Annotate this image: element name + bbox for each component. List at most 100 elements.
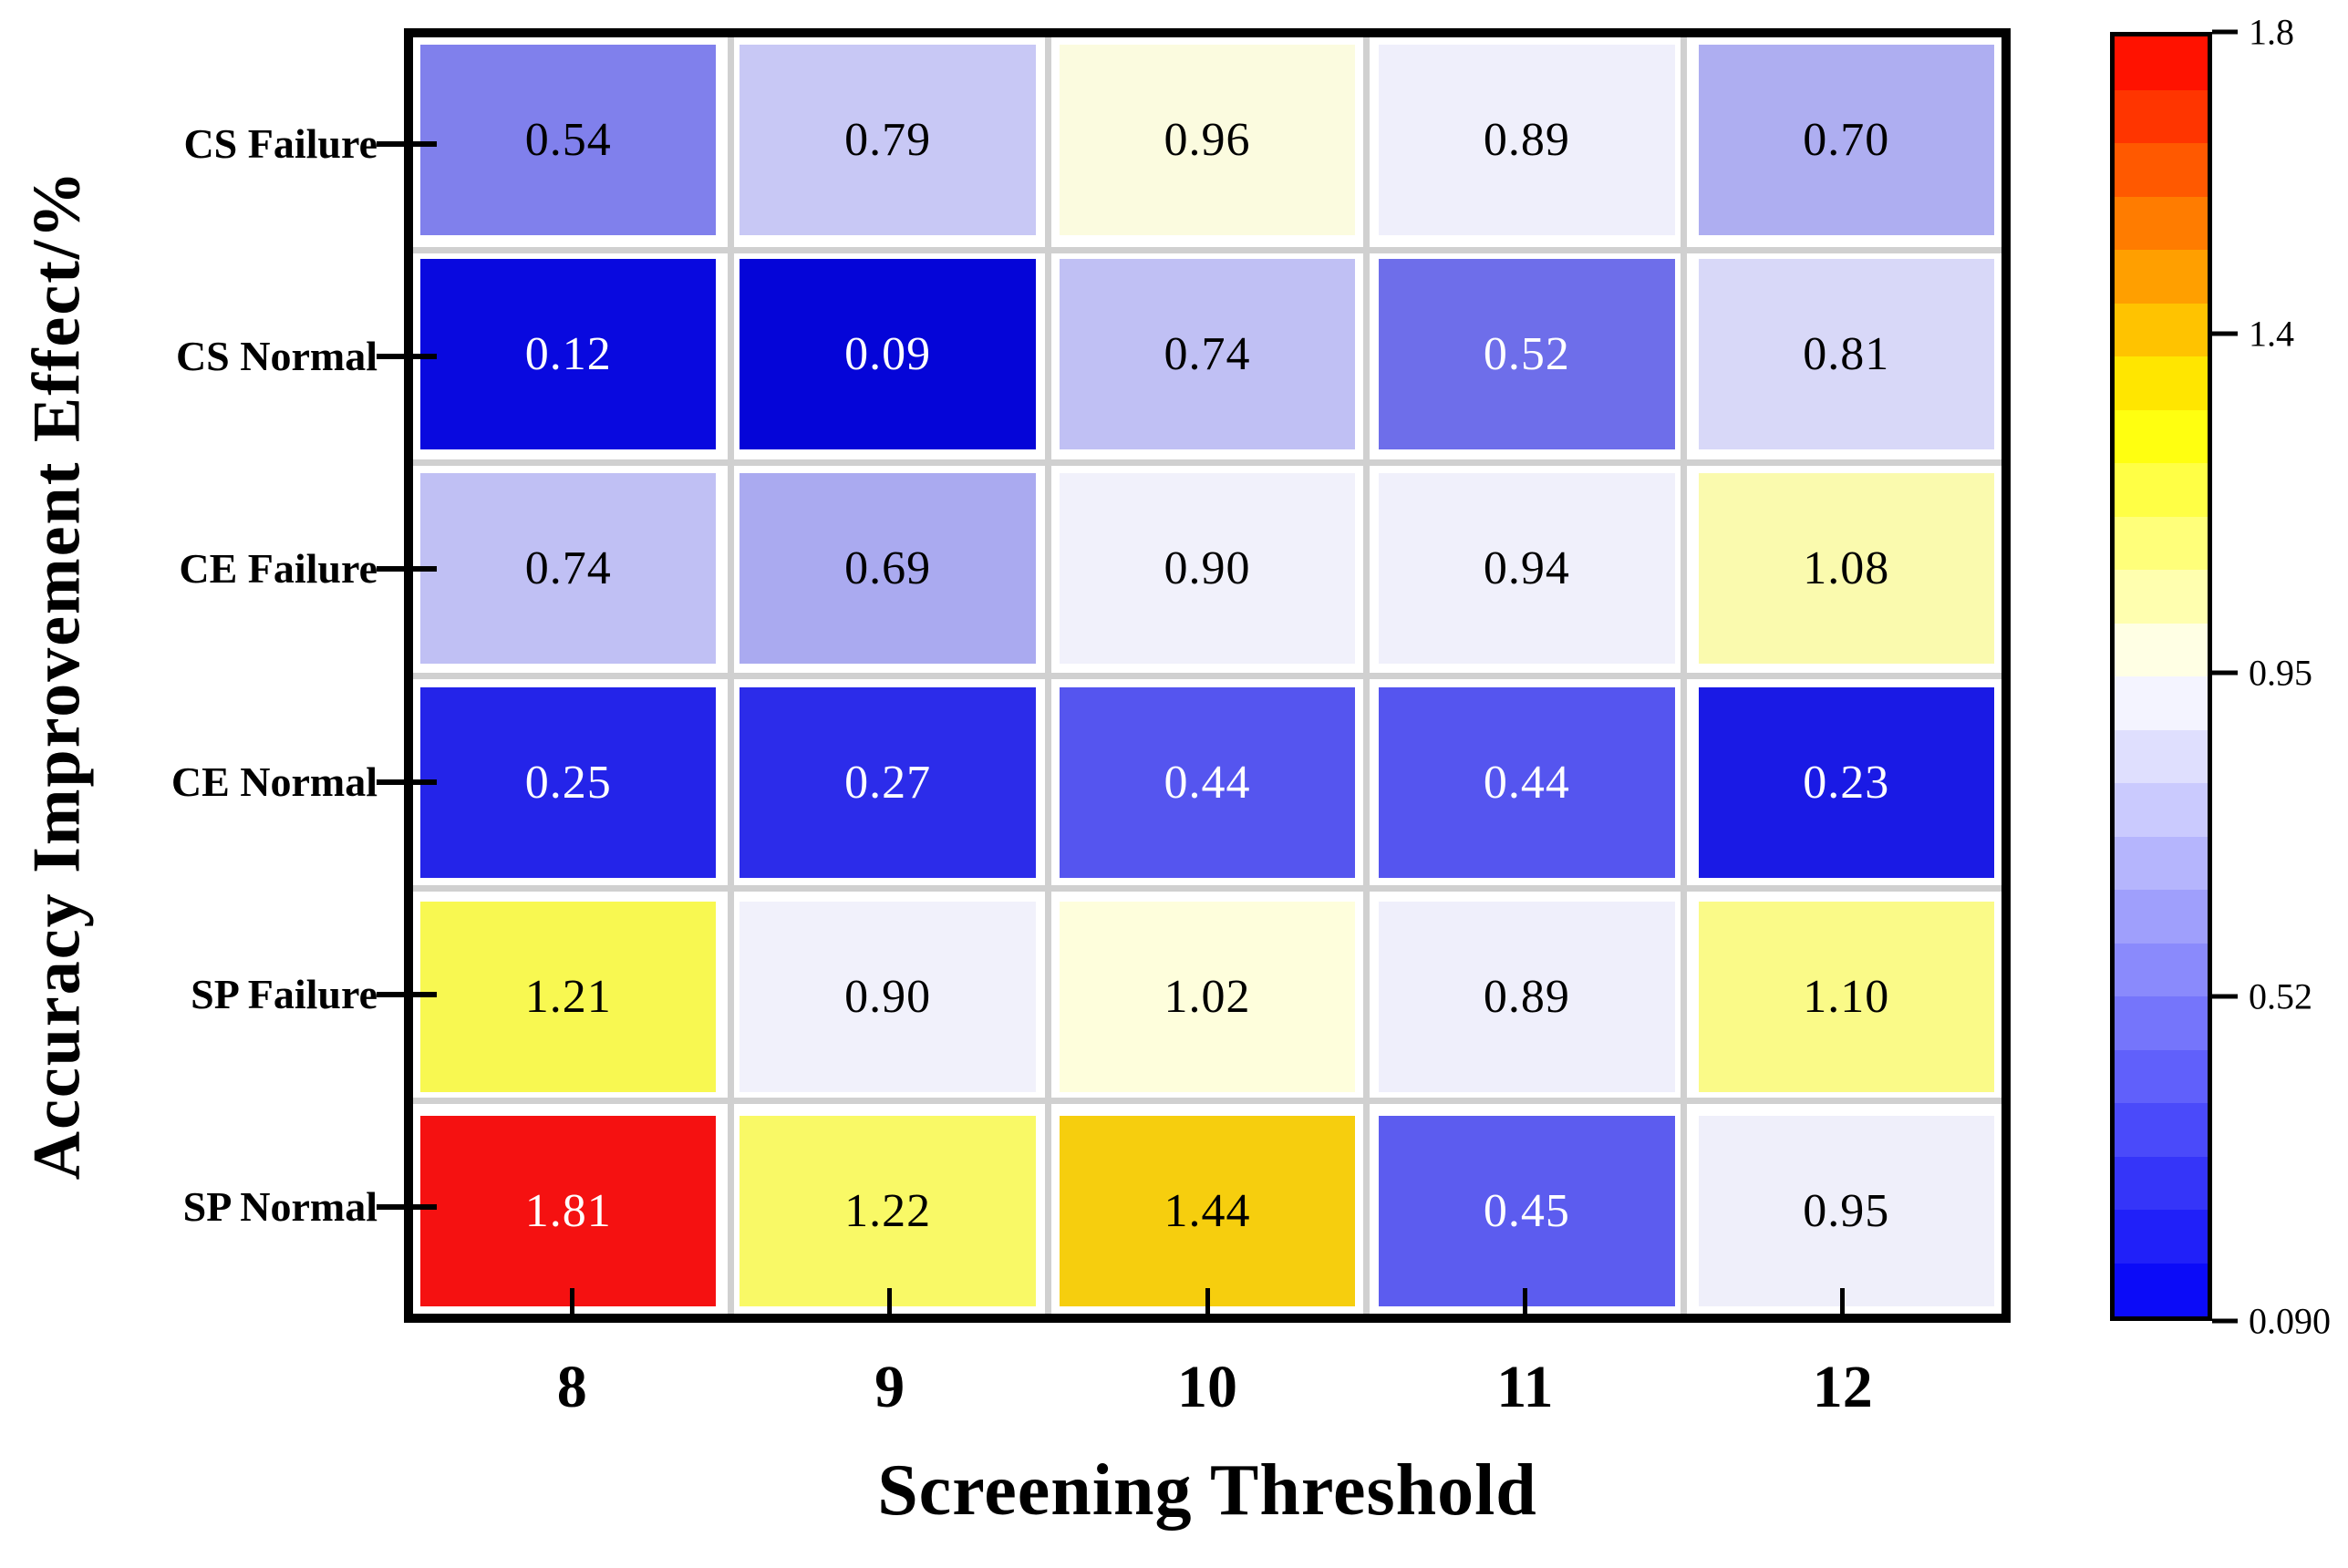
colorbar-band: [2115, 676, 2208, 730]
grid-line-horizontal: [413, 246, 2001, 253]
x-axis-inner-tick: [1205, 1288, 1210, 1314]
colorbar-tick: [2212, 994, 2238, 999]
colorbar-band: [2115, 1263, 2208, 1316]
colorbar-tick-label-0.090: 0.090: [2249, 1300, 2331, 1342]
y-axis-inner-tick: [413, 140, 437, 147]
y-tick-label-sp-failure: SP Failure: [191, 971, 378, 1017]
y-tick-label-cs-normal: CS Normal: [175, 333, 378, 379]
y-axis-outer-tick: [377, 992, 404, 997]
colorbar-band: [2115, 783, 2208, 837]
heatmap-cell-cs-normal-12: 0.81: [1698, 259, 1994, 449]
y-tick-label-sp-normal: SP Normal: [182, 1183, 378, 1231]
colorbar-tick-label-0.95: 0.95: [2249, 652, 2312, 694]
colorbar-tick: [2212, 670, 2238, 676]
colorbar-band: [2115, 250, 2208, 304]
colorbar-band: [2115, 890, 2208, 944]
colorbar-tick: [2212, 29, 2238, 35]
colorbar-band: [2115, 1103, 2208, 1157]
colorbar-tick-label-1.4: 1.4: [2249, 313, 2294, 355]
colorbar-band: [2115, 570, 2208, 624]
heatmap-cell-sp-normal-8: 1.81: [420, 1116, 717, 1306]
x-tick-label-12: 12: [1812, 1354, 1873, 1420]
x-axis-inner-tick: [887, 1288, 893, 1314]
colorbar-tick-label-0.52: 0.52: [2249, 975, 2312, 1017]
grid-line-horizontal: [413, 459, 2001, 467]
heatmap-cell-sp-failure-10: 1.02: [1059, 902, 1356, 1092]
y-tick-label-ce-normal: CE Normal: [171, 758, 378, 805]
heatmap-cells: 0.54 0.79 0.96 0.89 0.70 0.12 0.09 0.74 0.52 0.81…: [413, 37, 2001, 1314]
colorbar-band: [2115, 409, 2208, 463]
y-axis-outer-tick: [377, 354, 404, 359]
x-axis-inner-tick: [1522, 1288, 1527, 1314]
heatmap-cell-ce-normal-10: 0.44: [1059, 687, 1356, 878]
heatmap-cell-cs-failure-11: 0.89: [1379, 45, 1675, 235]
x-axis-title: Screening Threshold: [877, 1450, 1537, 1531]
heatmap-cell-sp-failure-8: 1.21: [420, 902, 717, 1092]
x-tick-label-11: 11: [1496, 1354, 1554, 1420]
colorbar-band: [2115, 1210, 2208, 1264]
heatmap-cell-sp-failure-9: 0.90: [740, 902, 1036, 1092]
y-axis-outer-tick: [377, 566, 404, 573]
colorbar-tick: [2212, 1318, 2238, 1324]
colorbar-band: [2115, 36, 2208, 90]
y-tick-label-cs-failure: CS Failure: [183, 119, 378, 167]
heatmap-cell-ce-failure-10: 0.90: [1059, 473, 1356, 664]
colorbar-band: [2115, 623, 2208, 676]
heatmap-plot-area: 0.54 0.79 0.96 0.89 0.70 0.12 0.09 0.74 0.52 0.81…: [404, 28, 2011, 1323]
heatmap-cell-ce-normal-11: 0.44: [1379, 687, 1675, 878]
y-axis-inner-tick: [413, 992, 437, 997]
heatmap-cell-sp-normal-12: 0.95: [1698, 1116, 1994, 1306]
heatmap-cell-sp-failure-11: 0.89: [1379, 902, 1675, 1092]
y-axis-inner-tick: [413, 1204, 437, 1211]
heatmap-cell-sp-normal-11: 0.45: [1379, 1116, 1675, 1306]
colorbar-band: [2115, 463, 2208, 517]
x-tick-label-8: 8: [556, 1354, 587, 1420]
heatmap-cell-cs-failure-8: 0.54: [420, 45, 717, 235]
colorbar-band: [2115, 356, 2208, 410]
x-tick-label-9: 9: [874, 1354, 905, 1420]
y-tick-label-ce-failure: CE Failure: [179, 545, 378, 593]
grid-line-horizontal: [413, 1098, 2001, 1105]
x-axis-inner-tick: [569, 1288, 574, 1314]
heatmap-cell-sp-normal-10: 1.44: [1059, 1116, 1356, 1306]
colorbar-band: [2115, 1156, 2208, 1210]
colorbar-tick-label-1.8: 1.8: [2249, 11, 2294, 53]
heatmap-cell-cs-failure-10: 0.96: [1059, 45, 1356, 235]
heatmap-cell-cs-normal-10: 0.74: [1059, 259, 1356, 449]
heatmap-cell-sp-normal-9: 1.22: [740, 1116, 1036, 1306]
colorbar-band: [2115, 89, 2208, 143]
y-axis-inner-tick: [413, 779, 437, 785]
colorbar-band: [2115, 996, 2208, 1050]
colorbar-band: [2115, 143, 2208, 197]
colorbar-band: [2115, 1049, 2208, 1103]
colorbar-band: [2115, 196, 2208, 250]
y-axis-title: Accuracy Improvement Effect/%: [19, 169, 95, 1181]
heatmap-cell-cs-failure-12: 0.70: [1698, 45, 1994, 235]
x-axis-inner-tick: [1840, 1288, 1846, 1314]
heatmap-cell-cs-failure-9: 0.79: [740, 45, 1036, 235]
colorbar-band: [2115, 943, 2208, 996]
heatmap-cell-sp-failure-12: 1.10: [1698, 902, 1994, 1092]
heatmap-cell-ce-normal-9: 0.27: [740, 687, 1036, 878]
y-axis-outer-tick: [377, 1204, 404, 1211]
y-axis-outer-tick: [377, 140, 404, 147]
heatmap-cell-ce-failure-12: 1.08: [1698, 473, 1994, 664]
heatmap-cell-cs-normal-11: 0.52: [1379, 259, 1675, 449]
plot-inner: 0.54 0.79 0.96 0.89 0.70 0.12 0.09 0.74 0.52 0.81…: [413, 37, 2001, 1314]
heatmap-cell-ce-normal-8: 0.25: [420, 687, 717, 878]
y-axis-inner-tick: [413, 354, 437, 359]
x-tick-label-10: 10: [1177, 1354, 1237, 1420]
y-axis-outer-tick: [377, 779, 404, 785]
grid-line-horizontal: [413, 884, 2001, 892]
y-axis-inner-tick: [413, 566, 437, 573]
colorbar-band: [2115, 516, 2208, 570]
heatmap-cell-ce-failure-8: 0.74: [420, 473, 717, 664]
colorbar: [2110, 32, 2212, 1321]
heatmap-cell-ce-failure-9: 0.69: [740, 473, 1036, 664]
colorbar-band: [2115, 729, 2208, 783]
heatmap-cell-ce-normal-12: 0.23: [1698, 687, 1994, 878]
heatmap-cell-ce-failure-11: 0.94: [1379, 473, 1675, 664]
heatmap-cell-cs-normal-9: 0.09: [740, 259, 1036, 449]
colorbar-band: [2115, 303, 2208, 356]
